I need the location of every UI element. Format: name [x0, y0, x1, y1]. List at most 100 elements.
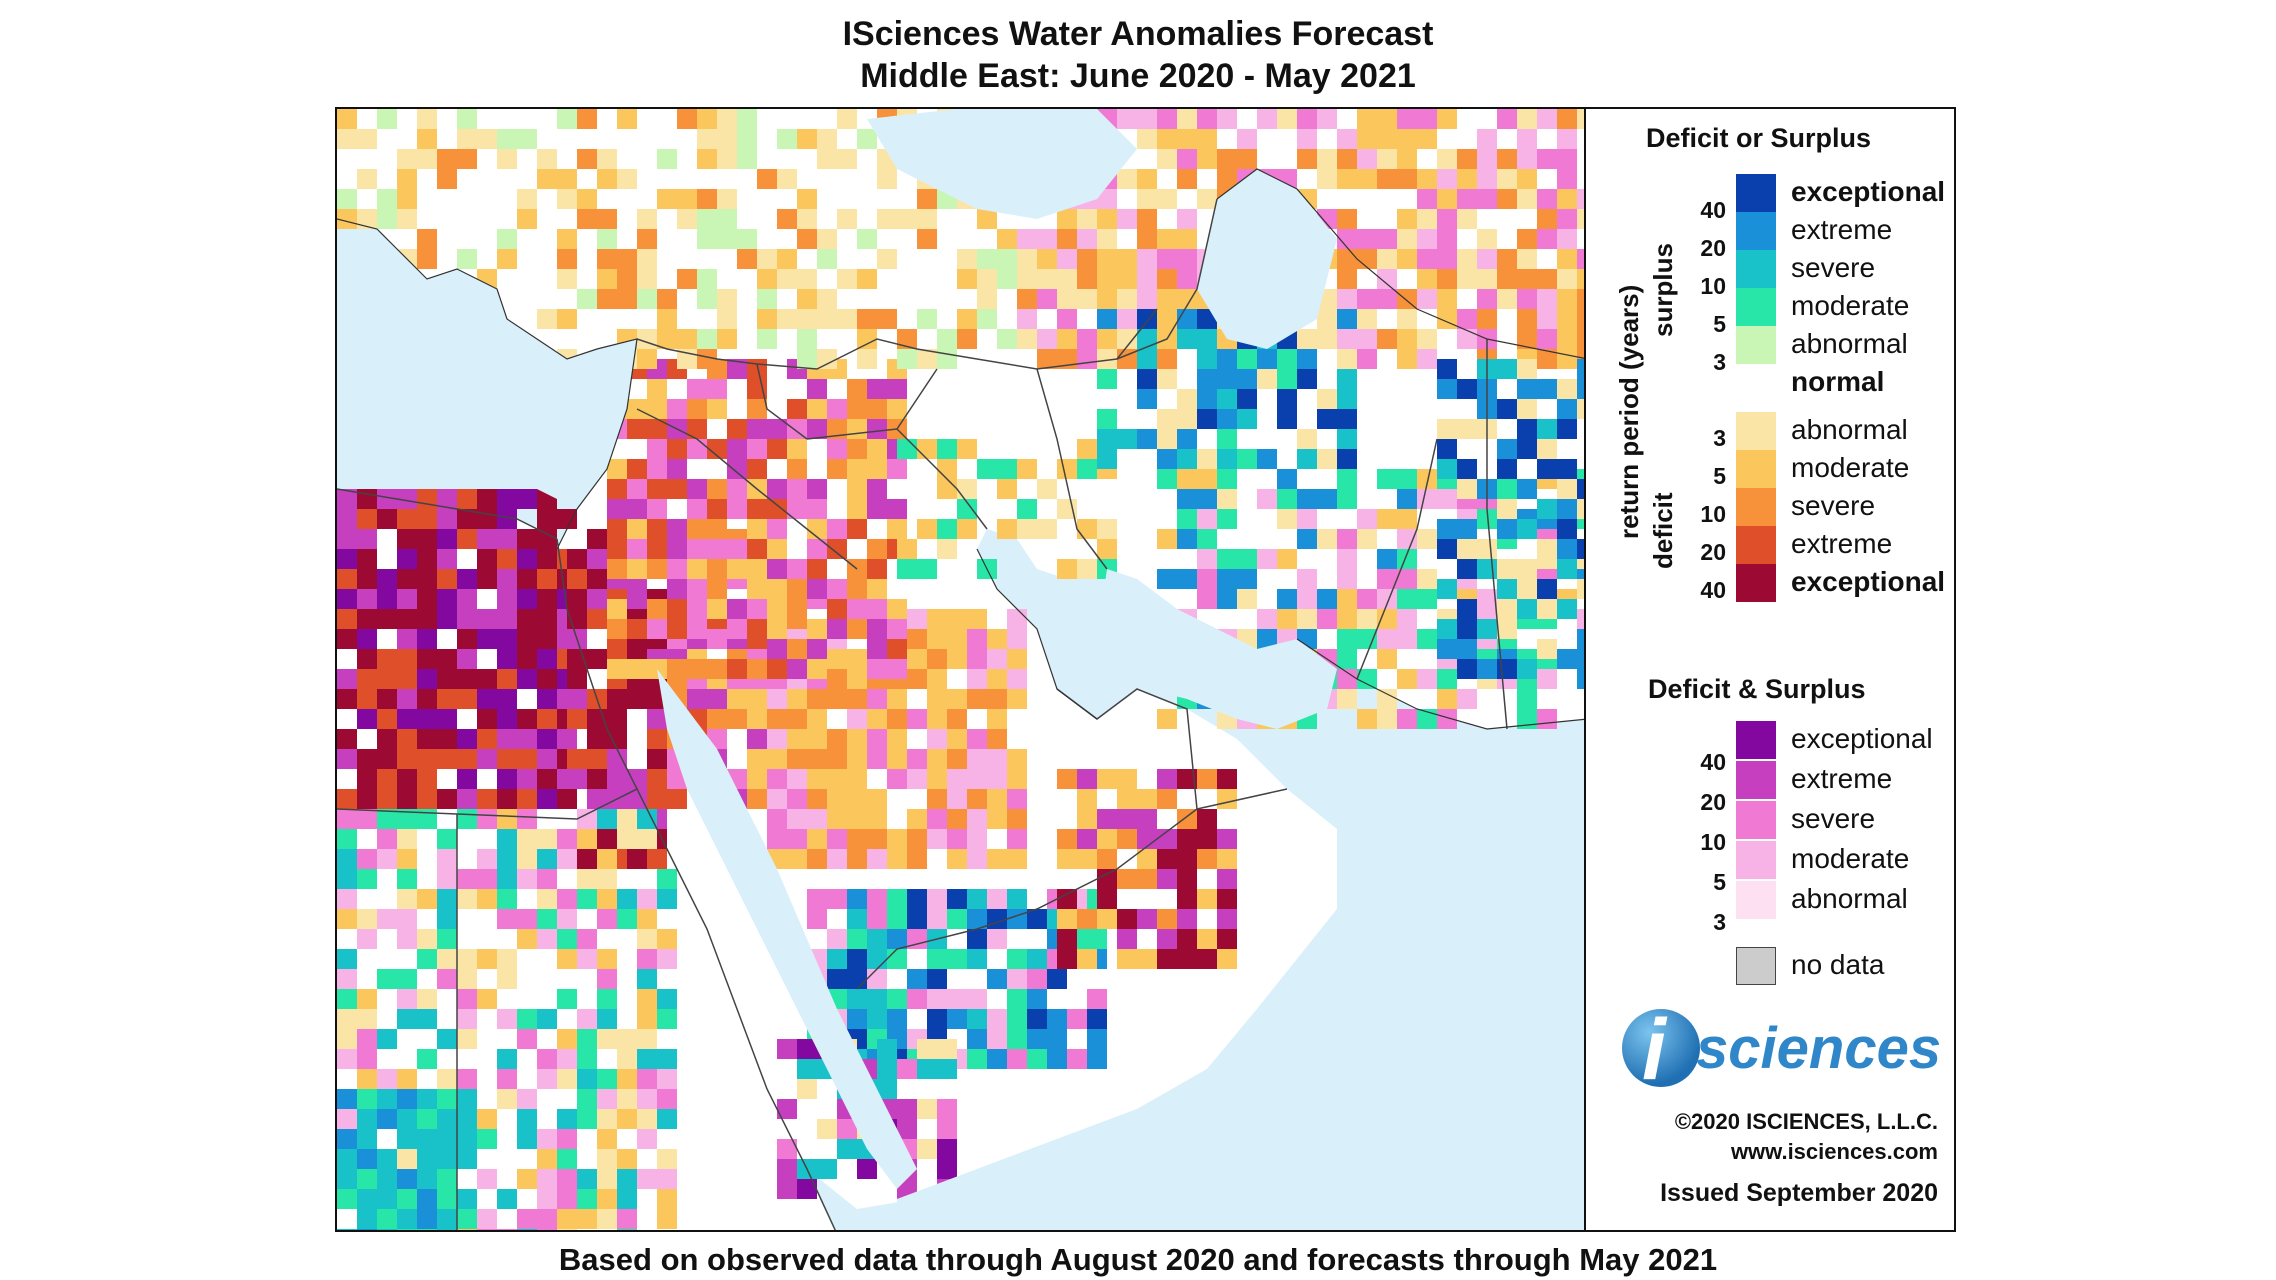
anomaly-cell [917, 439, 937, 459]
anomaly-cell [657, 1149, 677, 1169]
anomaly-cell [647, 749, 667, 769]
legend-panel: Deficit or Surplus return period (years)… [1586, 107, 1956, 1232]
anomaly-cell [1177, 769, 1197, 789]
anomaly-cell [657, 309, 677, 329]
anomaly-cell [1517, 149, 1537, 169]
anomaly-cell [457, 1229, 477, 1230]
anomaly-cell [807, 479, 827, 499]
anomaly-cell [477, 549, 497, 569]
anomaly-cell [797, 269, 817, 289]
anomaly-cell [837, 149, 857, 169]
legend-swatch-no-data [1736, 947, 1776, 985]
anomaly-cell [1157, 529, 1177, 549]
anomaly-cell [377, 769, 397, 789]
anomaly-cell [1097, 869, 1117, 889]
anomaly-cell [477, 609, 497, 629]
anomaly-cell [807, 829, 827, 849]
anomaly-cell [537, 1129, 557, 1149]
anomaly-cell [1177, 529, 1197, 549]
anomaly-cell [787, 829, 807, 849]
anomaly-cell [417, 549, 437, 569]
anomaly-cell [1377, 589, 1397, 609]
anomaly-cell [597, 989, 617, 1009]
anomaly-cell [647, 789, 667, 809]
legend-swatch-both-moderate [1736, 841, 1776, 879]
anomaly-cell [937, 1139, 957, 1159]
anomaly-cell [1517, 419, 1537, 439]
anomaly-cell [1477, 269, 1497, 289]
anomaly-cell [1017, 289, 1037, 309]
anomaly-cell [837, 1139, 857, 1159]
anomaly-cell [1077, 289, 1097, 309]
anomaly-cell [987, 909, 1007, 929]
anomaly-cell [627, 479, 647, 499]
legend-tick-both-10: 10 [1700, 829, 1726, 855]
anomaly-cell [1257, 109, 1277, 129]
anomaly-cell [657, 889, 677, 909]
legend-label-surplus-severe: severe [1791, 252, 1876, 283]
anomaly-cell [1357, 149, 1377, 169]
anomaly-cell [1077, 769, 1097, 789]
anomaly-cell [437, 829, 457, 849]
anomaly-cell [1087, 989, 1107, 1009]
anomaly-cell [1157, 469, 1177, 489]
anomaly-cell [437, 649, 457, 669]
anomaly-cell [457, 1149, 477, 1169]
anomaly-cell [597, 1169, 617, 1189]
anomaly-cell [497, 489, 517, 509]
anomaly-cell [757, 309, 777, 329]
anomaly-cell [787, 439, 807, 459]
anomaly-cell [987, 769, 1007, 789]
anomaly-cell [557, 1209, 577, 1229]
anomaly-cell [837, 109, 857, 129]
anomaly-cell [1397, 349, 1417, 369]
anomaly-cell [1357, 309, 1377, 329]
anomaly-cell [847, 749, 867, 769]
anomaly-cell [1197, 349, 1217, 369]
anomaly-cell [377, 709, 397, 729]
anomaly-cell [1437, 289, 1457, 309]
legend-label-both-moderate: moderate [1791, 843, 1910, 874]
anomaly-cell [1557, 649, 1577, 669]
anomaly-cell [977, 269, 997, 289]
anomaly-cell [497, 609, 517, 629]
anomaly-cell [1337, 229, 1357, 249]
anomaly-cell [397, 609, 417, 629]
isciences-logo: i sciences [1606, 1002, 1946, 1099]
anomaly-cell [1537, 269, 1557, 289]
anomaly-cell [657, 329, 677, 349]
anomaly-cell [1237, 389, 1257, 409]
anomaly-cell [1437, 639, 1457, 659]
anomaly-cell [1497, 169, 1517, 189]
anomaly-cell [1437, 189, 1457, 209]
anomaly-cell [517, 769, 537, 789]
anomaly-cell [1237, 409, 1257, 429]
anomaly-cell [1217, 849, 1237, 869]
anomaly-cell [597, 1209, 617, 1229]
anomaly-cell [1317, 529, 1337, 549]
anomaly-cell [1337, 489, 1357, 509]
anomaly-cell [717, 289, 737, 309]
anomaly-cell [1557, 289, 1577, 309]
anomaly-cell [1497, 399, 1517, 419]
anomaly-cell [1517, 309, 1537, 329]
anomaly-cell [1497, 269, 1517, 289]
anomaly-cell [397, 849, 417, 869]
anomaly-cell [517, 629, 537, 649]
anomaly-cell [1377, 169, 1397, 189]
anomaly-cell [1357, 709, 1377, 729]
anomaly-cell [1217, 449, 1237, 469]
anomaly-cell [767, 749, 787, 769]
anomaly-cell [1077, 269, 1097, 289]
anomaly-cell [867, 749, 887, 769]
anomaly-cell [747, 579, 767, 599]
anomaly-cell [1517, 169, 1537, 189]
water-mask [1337, 729, 1584, 1230]
anomaly-cell [987, 729, 1007, 749]
anomaly-cell [1197, 889, 1217, 909]
anomaly-cell [497, 509, 517, 529]
anomaly-cell [397, 529, 417, 549]
anomaly-cell [377, 809, 397, 829]
legend-tick-both-20: 20 [1700, 789, 1726, 815]
anomaly-cell [397, 569, 417, 589]
